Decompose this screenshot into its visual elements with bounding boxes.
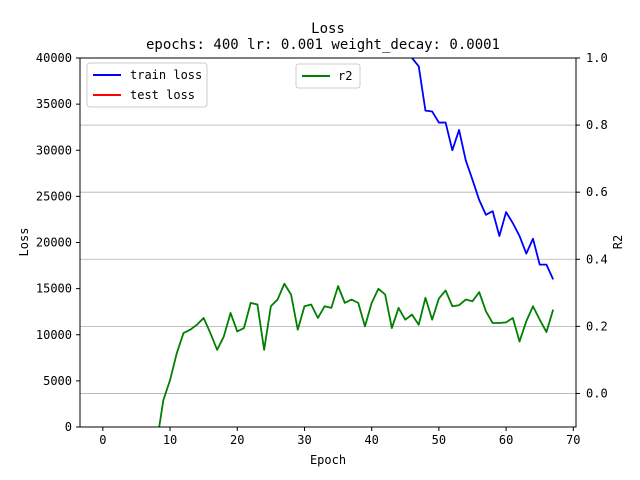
- chart-subtitle: epochs: 400 lr: 0.001 weight_decay: 0.00…: [146, 37, 500, 53]
- y-left-tick-label: 15000: [36, 282, 72, 296]
- x-tick-label: 70: [566, 433, 580, 447]
- y-axis-right: 0.0 0.2 0.4 0.6 0.8 1.0: [576, 51, 608, 400]
- y-axis-right-label: R2: [611, 235, 625, 249]
- y-left-tick-label: 35000: [36, 97, 72, 111]
- x-tick-label: 0: [99, 433, 106, 447]
- series-line-r2: [158, 282, 555, 427]
- x-tick-label: 20: [230, 433, 244, 447]
- legend-label-test-loss: test loss: [130, 88, 195, 102]
- y-left-tick-label: 5000: [43, 374, 72, 388]
- y-left-tick-label: 25000: [36, 189, 72, 203]
- y-right-tick-label: 1.0: [586, 51, 608, 65]
- x-axis-label: Epoch: [310, 453, 346, 467]
- legend-label-r2: r2: [338, 69, 352, 83]
- y-axis-left: 0 5000 10000 15000 20000 25000 30000 35000 40000: [36, 51, 80, 434]
- y-left-tick-label: 30000: [36, 143, 72, 157]
- x-tick-label: 60: [499, 433, 513, 447]
- legend-label-train-loss: train loss: [130, 68, 202, 82]
- chart-title: Loss: [311, 21, 345, 37]
- x-tick-label: 50: [432, 433, 446, 447]
- y-left-tick-label: 20000: [36, 236, 72, 250]
- legend-left: train loss test loss: [86, 62, 208, 108]
- y-right-tick-label: 0.6: [586, 185, 608, 199]
- legend-right: r2: [295, 63, 361, 89]
- y-right-tick-label: 0.4: [586, 252, 608, 266]
- x-axis: 0 10 20 30 40 50 60 70: [99, 427, 581, 447]
- y-left-tick-label: 40000: [36, 51, 72, 65]
- y-left-tick-label: 10000: [36, 328, 72, 342]
- y-left-tick-label: 0: [65, 420, 72, 434]
- x-tick-label: 40: [364, 433, 378, 447]
- y-axis-left-label: Loss: [17, 228, 31, 257]
- y-right-tick-label: 0.2: [586, 319, 608, 333]
- x-tick-label: 10: [163, 433, 177, 447]
- series-layer: [158, 58, 555, 427]
- y-right-tick-label: 0.8: [586, 118, 608, 132]
- y-right-tick-label: 0.0: [586, 386, 608, 400]
- series-line-train-loss: [410, 58, 554, 280]
- x-tick-label: 30: [297, 433, 311, 447]
